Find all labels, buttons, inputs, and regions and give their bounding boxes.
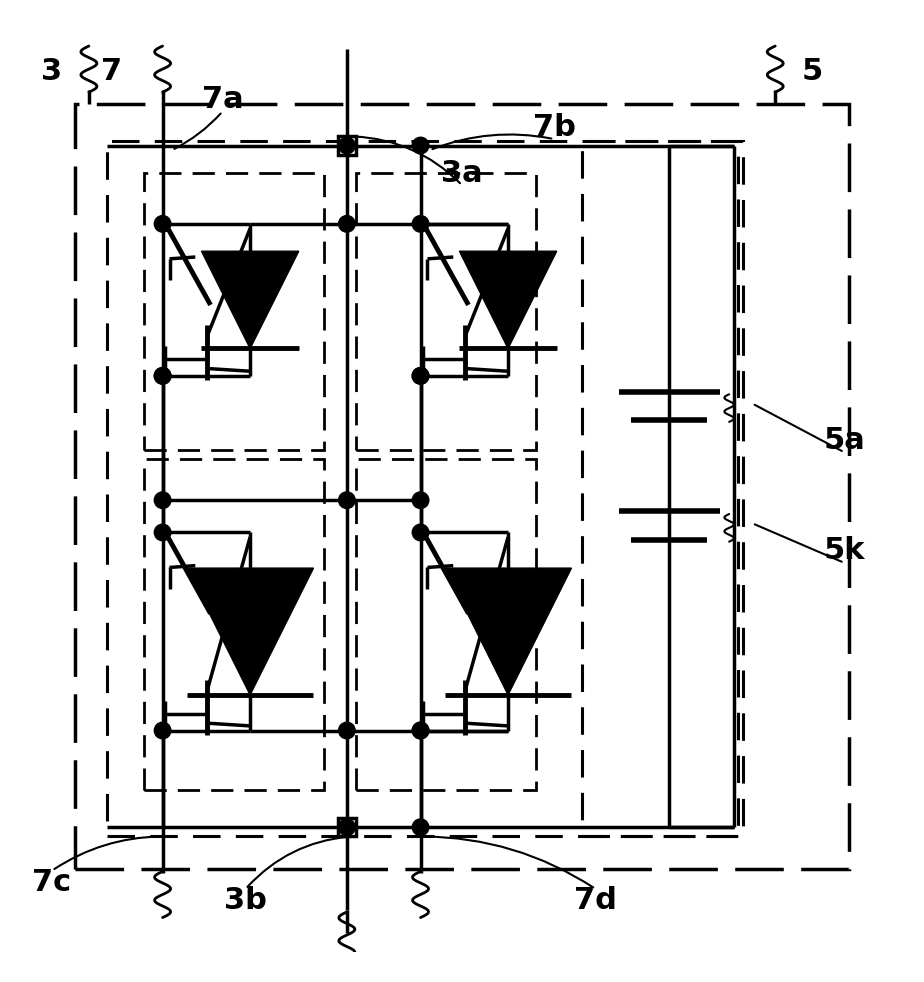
Polygon shape (187, 569, 313, 695)
Text: 7b: 7b (532, 113, 576, 141)
Circle shape (412, 722, 429, 738)
Circle shape (154, 722, 171, 738)
Text: 5k: 5k (823, 536, 865, 566)
Text: 3b: 3b (225, 887, 267, 915)
Circle shape (412, 819, 429, 836)
Text: 5: 5 (801, 57, 822, 86)
Bar (144, 173, 323, 450)
Circle shape (338, 492, 355, 509)
Circle shape (154, 216, 171, 232)
Text: 7c: 7c (32, 868, 72, 897)
Circle shape (412, 137, 429, 154)
Bar (75, 104, 849, 869)
Circle shape (338, 722, 355, 738)
Circle shape (338, 216, 355, 232)
Polygon shape (444, 569, 571, 695)
Circle shape (412, 367, 429, 384)
Text: 7: 7 (102, 57, 123, 86)
Text: 5a: 5a (823, 426, 865, 455)
Circle shape (154, 367, 171, 384)
Circle shape (338, 137, 355, 154)
Bar (356, 459, 536, 791)
Text: 7d: 7d (574, 887, 617, 915)
Circle shape (412, 216, 429, 232)
Polygon shape (459, 251, 556, 349)
Text: 3a: 3a (441, 159, 483, 188)
Circle shape (412, 722, 429, 738)
Circle shape (412, 367, 429, 384)
Bar (582, 141, 743, 837)
Bar (337, 136, 356, 155)
Circle shape (412, 492, 429, 509)
Bar (337, 818, 356, 837)
Text: 3: 3 (42, 57, 63, 86)
Circle shape (338, 819, 355, 836)
Bar (144, 459, 323, 791)
Text: 7a: 7a (201, 85, 243, 114)
Bar (107, 141, 738, 837)
Circle shape (154, 524, 171, 541)
Circle shape (412, 524, 429, 541)
Bar (356, 173, 536, 450)
Circle shape (154, 367, 171, 384)
Circle shape (154, 492, 171, 509)
Polygon shape (201, 251, 298, 349)
